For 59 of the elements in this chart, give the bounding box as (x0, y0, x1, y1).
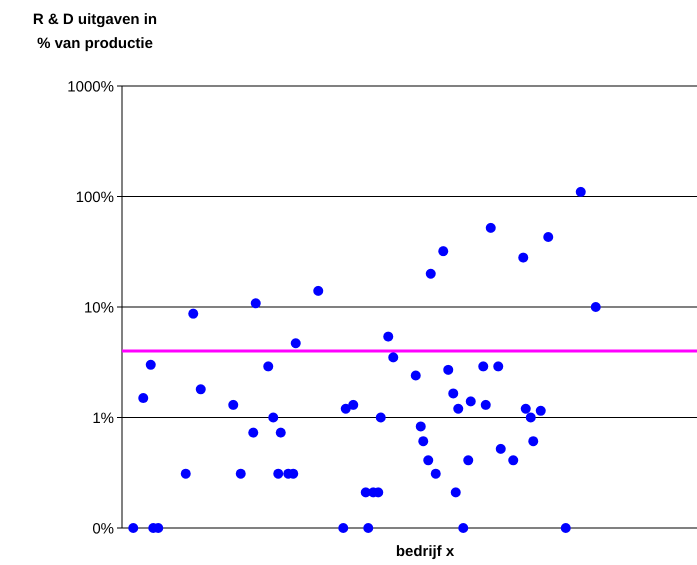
y-tick-label: 0% (92, 520, 114, 538)
point (340, 404, 351, 414)
point (478, 361, 488, 372)
point (576, 186, 586, 197)
point (536, 406, 546, 416)
point (443, 364, 454, 375)
point (430, 468, 441, 479)
point (560, 523, 571, 533)
point (188, 308, 198, 319)
point (290, 338, 301, 348)
point (128, 523, 138, 533)
point (450, 487, 461, 498)
point (496, 444, 506, 454)
point (348, 400, 358, 410)
point (180, 468, 191, 479)
point (248, 428, 258, 438)
point (228, 400, 238, 410)
point (590, 302, 601, 312)
point (480, 400, 491, 410)
x-axis-title: bedrijf x (396, 543, 455, 560)
point (526, 412, 536, 422)
point (313, 286, 324, 296)
point (363, 523, 374, 533)
point (466, 396, 476, 406)
point (410, 370, 421, 380)
point (418, 436, 428, 446)
point (276, 428, 286, 438)
point (273, 468, 284, 479)
point (508, 455, 518, 466)
point (528, 436, 538, 446)
point (520, 404, 531, 414)
point (383, 332, 394, 342)
point (268, 412, 278, 422)
point (463, 455, 474, 466)
point (438, 246, 448, 256)
point (423, 455, 434, 466)
point (146, 360, 156, 370)
point (458, 523, 468, 533)
point (236, 468, 246, 479)
point (453, 404, 464, 414)
point (448, 388, 458, 398)
point (263, 361, 274, 372)
point (426, 268, 436, 279)
point (543, 232, 554, 242)
point (138, 393, 148, 404)
point (493, 361, 504, 372)
y-tick-label: 1000% (67, 78, 114, 96)
point (388, 352, 398, 362)
y-tick-label: 10% (84, 299, 114, 316)
y-axis-title: R & D uitgaven in % van productie (32, 11, 158, 52)
point (518, 252, 528, 263)
y-tick-label: 1% (92, 410, 114, 427)
point (196, 384, 206, 394)
y-tick-label: 100% (76, 188, 114, 206)
point (376, 412, 386, 422)
point (416, 421, 426, 432)
point (250, 298, 261, 308)
point (338, 523, 348, 533)
point (486, 222, 496, 233)
